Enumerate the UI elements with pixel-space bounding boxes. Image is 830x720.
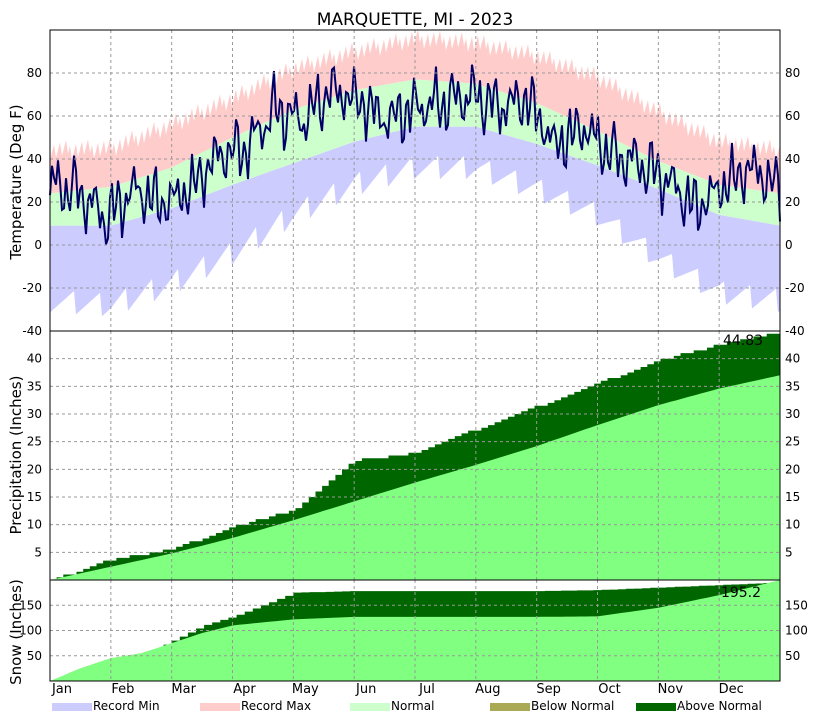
precipitation-tick-left: 10 <box>27 518 42 532</box>
month-label: May <box>292 682 319 697</box>
legend-label: Below Normal <box>531 699 614 713</box>
precipitation-tick-right: 10 <box>785 518 800 532</box>
snow-tick-left: 150 <box>19 598 42 612</box>
month-label: Apr <box>233 682 256 697</box>
temperature-tick-left: 40 <box>27 152 42 166</box>
temperature-tick-right: -20 <box>785 281 805 295</box>
snow-tick-left: 50 <box>27 649 42 663</box>
month-label: Dec <box>719 682 744 697</box>
temperature-tick-left: 20 <box>27 195 42 209</box>
chart-title: MARQUETTE, MI - 2023 <box>317 10 514 30</box>
precipitation-tick-right: 40 <box>785 352 800 366</box>
snow-ylabel: Snow (Inches) <box>7 579 25 685</box>
snow-total-label: 195.2 <box>721 585 761 601</box>
temperature-ylabel: Temperature (Deg F) <box>7 104 25 260</box>
precipitation-tick-right: 5 <box>785 545 793 559</box>
precipitation-normal-area <box>50 375 780 580</box>
snow-tick-right: 100 <box>785 624 808 638</box>
month-label: Jul <box>418 682 435 697</box>
month-label: Feb <box>111 682 134 697</box>
snow-frame <box>49 579 781 682</box>
precipitation-tick-right: 35 <box>785 379 800 393</box>
precipitation-tick-left: 35 <box>27 379 42 393</box>
month-label: Oct <box>598 682 620 697</box>
precipitation-tick-right: 25 <box>785 435 800 449</box>
legend-label: Record Max <box>241 699 311 713</box>
temperature-tick-right: -40 <box>785 324 805 338</box>
temperature-panel: -40 -40 -20 -20 0 0 20 20 40 40 60 60 80 80 <box>22 29 805 338</box>
legend-swatch <box>200 703 240 711</box>
temperature-tick-left: 80 <box>27 66 42 80</box>
precipitation-tick-left: 15 <box>27 490 42 504</box>
temperature-tick-right: 80 <box>785 66 800 80</box>
month-label: Mar <box>171 682 196 697</box>
temperature-tick-right: 0 <box>785 238 793 252</box>
temperature-tick-left: -20 <box>22 281 42 295</box>
precipitation-tick-right: 20 <box>785 462 800 476</box>
temperature-tick-left: -40 <box>22 324 42 338</box>
month-label: Nov <box>658 682 684 697</box>
legend-label: Record Min <box>93 699 160 713</box>
precipitation-tick-right: 15 <box>785 490 800 504</box>
legend-swatch <box>350 703 390 711</box>
month-label: Sep <box>536 682 561 697</box>
temperature-tick-right: 60 <box>785 109 800 123</box>
precipitation-tick-left: 5 <box>34 545 42 559</box>
legend-swatch <box>636 703 676 711</box>
precipitation-total-label: 44.83 <box>723 333 763 349</box>
temperature-tick-right: 40 <box>785 152 800 166</box>
snow-tick-right: 150 <box>785 598 808 612</box>
snow-tick-left: 100 <box>19 624 42 638</box>
precipitation-tick-right: 30 <box>785 407 800 421</box>
legend-label: Above Normal <box>677 699 762 713</box>
snow-tick-right: 50 <box>785 649 800 663</box>
temperature-tick-left: 60 <box>27 109 42 123</box>
precipitation-ylabel: Precipitation (Inches) <box>7 376 25 535</box>
precipitation-tick-left: 20 <box>27 462 42 476</box>
precipitation-tick-left: 25 <box>27 435 42 449</box>
temperature-tick-right: 20 <box>785 195 800 209</box>
month-axis: Jan Feb Mar Apr May Jun Jul Aug Sep Oct Nov Dec <box>51 682 744 697</box>
precipitation-tick-left: 40 <box>27 352 42 366</box>
legend-label: Normal <box>391 699 434 713</box>
legend-swatch <box>490 703 530 711</box>
temperature-tick-left: 0 <box>34 238 42 252</box>
snow-panel: 50 50 100 100 150 150 <box>19 579 808 682</box>
legend-swatch <box>52 703 92 711</box>
month-label: Aug <box>475 682 500 697</box>
month-label: Jun <box>355 682 376 697</box>
month-label: Jan <box>51 682 72 697</box>
legend: Record Min Record Max Normal Below Normal Ab… <box>52 699 762 713</box>
precipitation-panel: 5 5 10 10 15 15 20 20 25 25 30 30 35 35 40 40 <box>27 330 800 581</box>
precipitation-tick-left: 30 <box>27 407 42 421</box>
